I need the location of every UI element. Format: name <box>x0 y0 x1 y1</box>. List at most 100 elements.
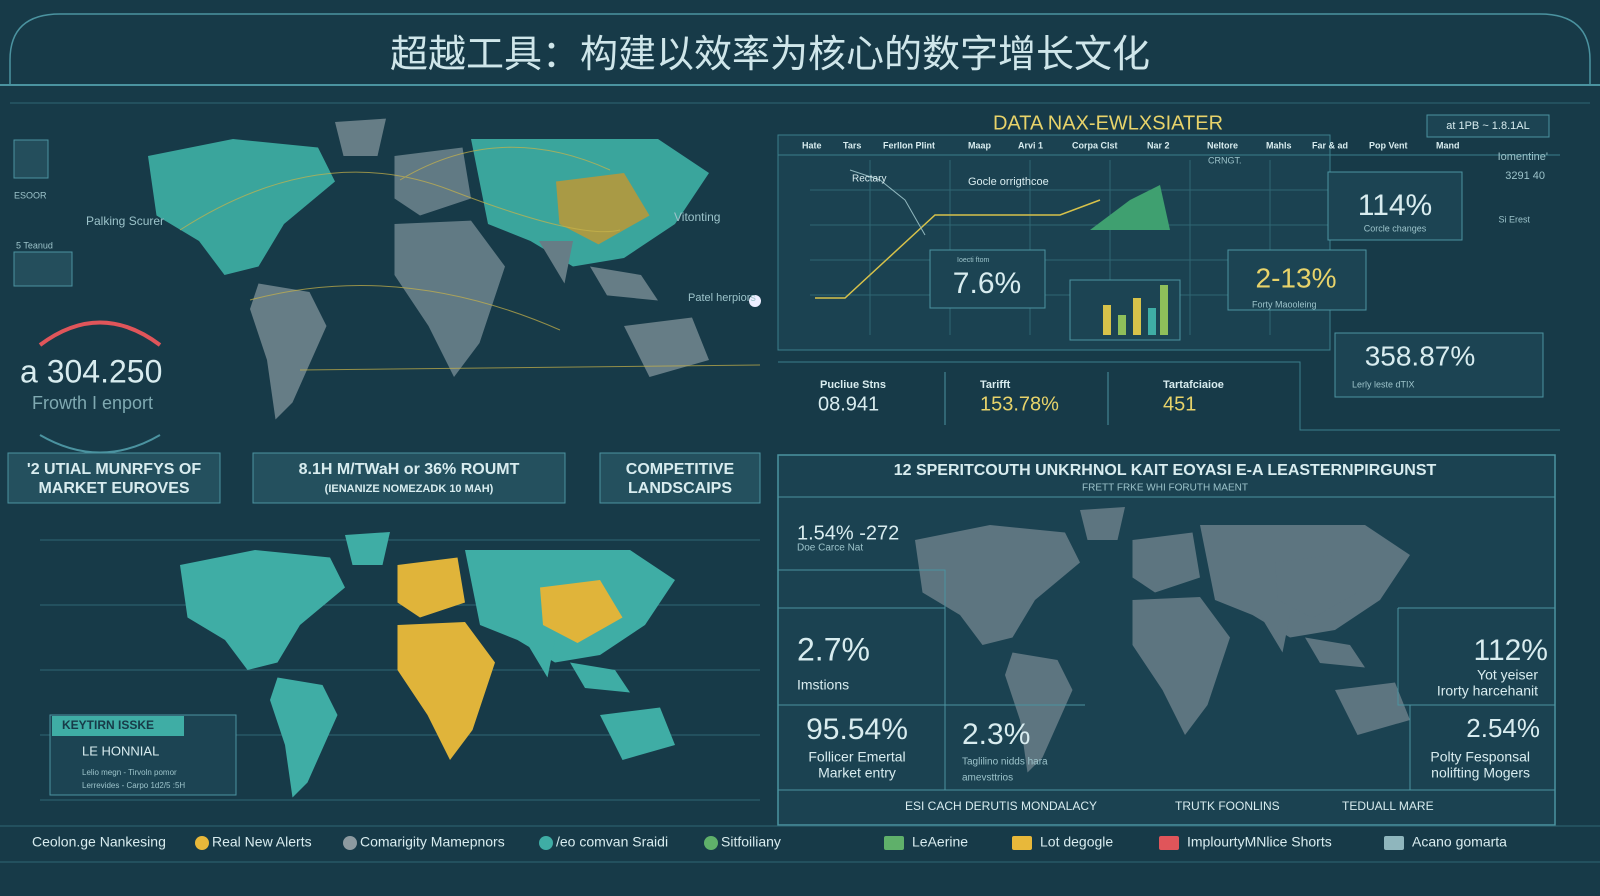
stat-box <box>1334 332 1544 398</box>
stat-label: Forty Maooleing <box>1252 299 1317 309</box>
footer-item: /eo comvan Sraidi <box>556 834 668 850</box>
ticker-item: TEDUALL MARE <box>1342 799 1434 813</box>
legend-header <box>52 716 184 736</box>
dashboard-badge: at 1PB ~ 1.8.1AL <box>1446 120 1529 132</box>
button[interactable] <box>7 452 221 504</box>
map-label: Patel herpiors <box>688 292 756 304</box>
stat-label: Corcle changes <box>1364 223 1427 233</box>
metric-label: Tartafciaioe <box>1163 379 1224 391</box>
regional-value: 95.54% <box>806 713 908 746</box>
stat-label: Lerly leste dTIX <box>1352 379 1415 389</box>
button[interactable] <box>252 452 566 504</box>
regional-label: Taglilino nidds hara <box>962 757 1048 768</box>
metric-label: Pucliue Stns <box>820 379 886 391</box>
metric-value: 451 <box>1163 393 1196 415</box>
legend-note: Lerrevides - Carpo 1d2/5 :5H <box>82 781 185 790</box>
route-lines <box>179 146 761 371</box>
footer-icon <box>1384 836 1404 850</box>
legend-title: KEYTIRN ISSKE <box>62 718 154 732</box>
stat-label: Ioecti ftom <box>957 257 989 264</box>
button[interactable] <box>599 452 761 504</box>
metric-label: Tarifft <box>980 379 1011 391</box>
footer-item: Comarigity Mamepnors <box>360 834 505 850</box>
stat-value: 114% <box>1358 189 1433 222</box>
trend-line <box>849 169 926 236</box>
regional-label: Market entry <box>818 765 896 781</box>
tab: Ferllon Plint <box>883 140 935 150</box>
sidebar-label: ESOOR <box>14 190 47 200</box>
side-label: Si Erest <box>1498 214 1530 224</box>
regional-label: Doe Carce Nat <box>797 543 863 554</box>
marker <box>749 295 761 307</box>
tab: Hate <box>802 140 822 150</box>
icon-box <box>13 251 73 287</box>
chart-note: CRNGT. <box>1208 155 1242 165</box>
stat-value: 7.6% <box>953 267 1021 300</box>
legend-dot <box>195 836 209 850</box>
footer-item: Ceolon.ge Nankesing <box>32 834 166 850</box>
regional-label: amevsttrios <box>962 773 1013 784</box>
icon-box <box>13 139 49 179</box>
side-label: 3291 40 <box>1505 170 1545 182</box>
footer-icon <box>1159 836 1179 850</box>
footer-item: Lot degogle <box>1040 834 1113 850</box>
mini-bars <box>1103 285 1168 335</box>
tab: Corpa Clst <box>1072 140 1118 150</box>
tab: Mahls <box>1266 140 1292 150</box>
map-label: Vitonting <box>674 210 720 224</box>
regional-label: Yot yeiser <box>1477 667 1538 683</box>
regional-label: nolifting Mogers <box>1431 765 1530 781</box>
stat-box <box>1327 171 1463 241</box>
stat-box <box>929 249 1046 309</box>
tab: Tars <box>843 140 861 150</box>
button-label: COMPETITIVE <box>626 461 735 478</box>
button-label: 8.1H M/TWaH or 36% ROUMT <box>299 461 520 478</box>
regional-label: Irorty harcehanit <box>1437 683 1538 699</box>
button-label: LANDSCAIPS <box>628 480 732 497</box>
dashboard-title: DATA NAX-EWLXSIATER <box>993 112 1223 134</box>
side-label: Iomentine' <box>1498 151 1548 163</box>
page-title: 超越工具：构建以效率为核心的数字增长文化 <box>390 34 1150 76</box>
legend-dot <box>704 836 718 850</box>
legend-note: Lelio megn - Tirvoln pomor <box>82 768 177 777</box>
panel <box>777 134 1331 351</box>
tab: Nar 2 <box>1147 140 1170 150</box>
footer-icon <box>884 836 904 850</box>
header-frame <box>9 13 1591 85</box>
footer-item: ImplourtyMNlice Shorts <box>1187 834 1332 850</box>
footer-item: Acano gomarta <box>1412 834 1507 850</box>
tab: Maap <box>968 140 992 150</box>
regional-title: 12 SPERITCOUTH UNKRHNOL KAIT EOYASI E-A … <box>894 462 1437 479</box>
regional-label: Polty Fesponsal <box>1430 749 1530 765</box>
footer-icon <box>1012 836 1032 850</box>
map-label: Palking Scurer <box>86 214 164 228</box>
legend-item: LE HONNIAL <box>82 743 159 758</box>
metric-value: 08.941 <box>818 393 879 415</box>
metric-value: 153.78% <box>980 393 1059 415</box>
tab: Far & ad <box>1312 140 1348 150</box>
regional-value: 2.54% <box>1466 713 1540 743</box>
connector <box>778 361 1560 431</box>
button-label: '2 UTIAL MUNRFYS OF <box>27 461 201 478</box>
tab: Mand <box>1436 140 1460 150</box>
chart-note: Rectary <box>852 174 886 185</box>
legend-dot <box>539 836 553 850</box>
stat-frames <box>778 569 1555 791</box>
footer-item: Real New Alerts <box>212 834 312 850</box>
regional-label: Follicer Emertal <box>808 749 905 765</box>
icon <box>1090 185 1170 230</box>
chart-note: Gocle orrigthcoe <box>968 176 1049 188</box>
stat-value: 2-13% <box>1256 262 1337 293</box>
regional-value: 2.3% <box>962 718 1030 751</box>
button-label: (IENANIZE NOMEZADK 10 MAH) <box>325 483 494 495</box>
tab: Arvi 1 <box>1018 140 1043 150</box>
tab: Neltore <box>1207 140 1238 150</box>
regional-value: 1.54% -272 <box>797 522 899 544</box>
tab: Pop Vent <box>1369 140 1408 150</box>
legend-dot <box>343 836 357 850</box>
stat-box <box>1227 249 1367 311</box>
button-label: MARKET EUROVES <box>38 480 189 497</box>
footer-item: LeAerine <box>912 834 968 850</box>
sidebar-label: 5 Teanud <box>16 240 53 250</box>
badge <box>1426 114 1550 138</box>
